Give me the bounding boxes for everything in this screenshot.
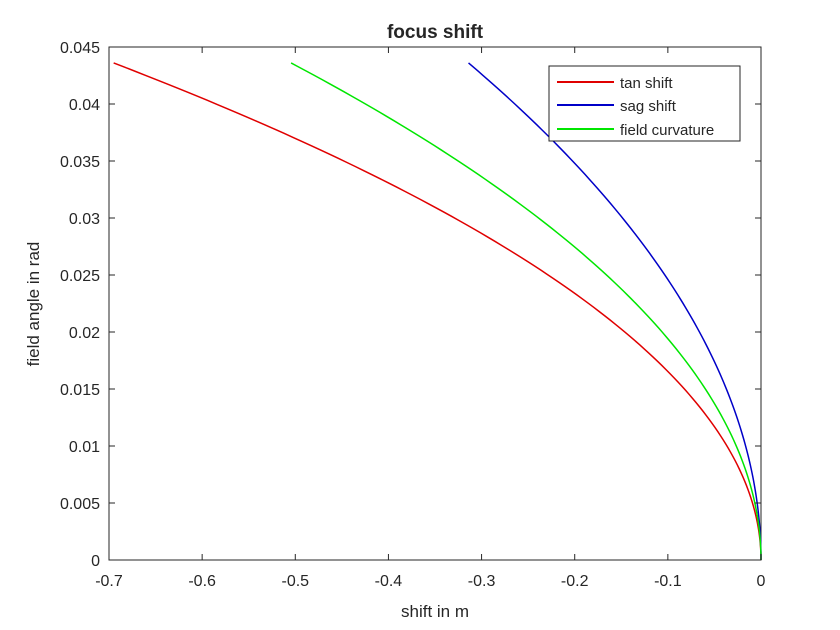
y-tick-label: 0.045 [60,40,100,57]
y-tick-label: 0.005 [60,496,100,513]
chart-title: focus shift [387,22,484,43]
series-line-tan-shift [113,62,762,561]
y-tick-label: 0.01 [69,439,100,456]
x-axis-label: shift in m [401,602,469,621]
legend-label-tan-shift: tan shift [620,75,673,92]
legend-label-field-curvature: field curvature [620,122,714,139]
y-tick-label: 0.015 [60,382,100,399]
y-tick-label: 0.025 [60,268,100,285]
y-axis-label: field angle in rad [24,242,43,367]
legend-label-sag-shift: sag shift [620,98,677,115]
x-tick-label: -0.7 [95,573,123,590]
x-tick-label: -0.6 [188,573,216,590]
series-line-field-curvature [290,62,762,561]
x-tick-label: 0 [757,573,766,590]
y-tick-label: 0.03 [69,211,100,228]
y-tick-label: 0.02 [69,325,100,342]
x-tick-label: -0.1 [654,573,682,590]
axes-layer: -0.7 -0.6 -0.5 -0.4 -0.3 -0.2 -0.1 0 0 0.005 0.01 0… [60,40,766,590]
y-tick-label: 0.04 [69,97,100,114]
series-line-sag-shift [468,62,762,561]
x-tick-label: -0.3 [468,573,496,590]
legend: tan shift sag shift field curvature [548,65,741,142]
y-tick-label: 0.035 [60,154,100,171]
series-layer [113,62,762,561]
x-tick-label: -0.4 [375,573,403,590]
x-tick-label: -0.2 [561,573,589,590]
x-tick-label: -0.5 [281,573,309,590]
y-tick-label: 0 [91,553,100,570]
